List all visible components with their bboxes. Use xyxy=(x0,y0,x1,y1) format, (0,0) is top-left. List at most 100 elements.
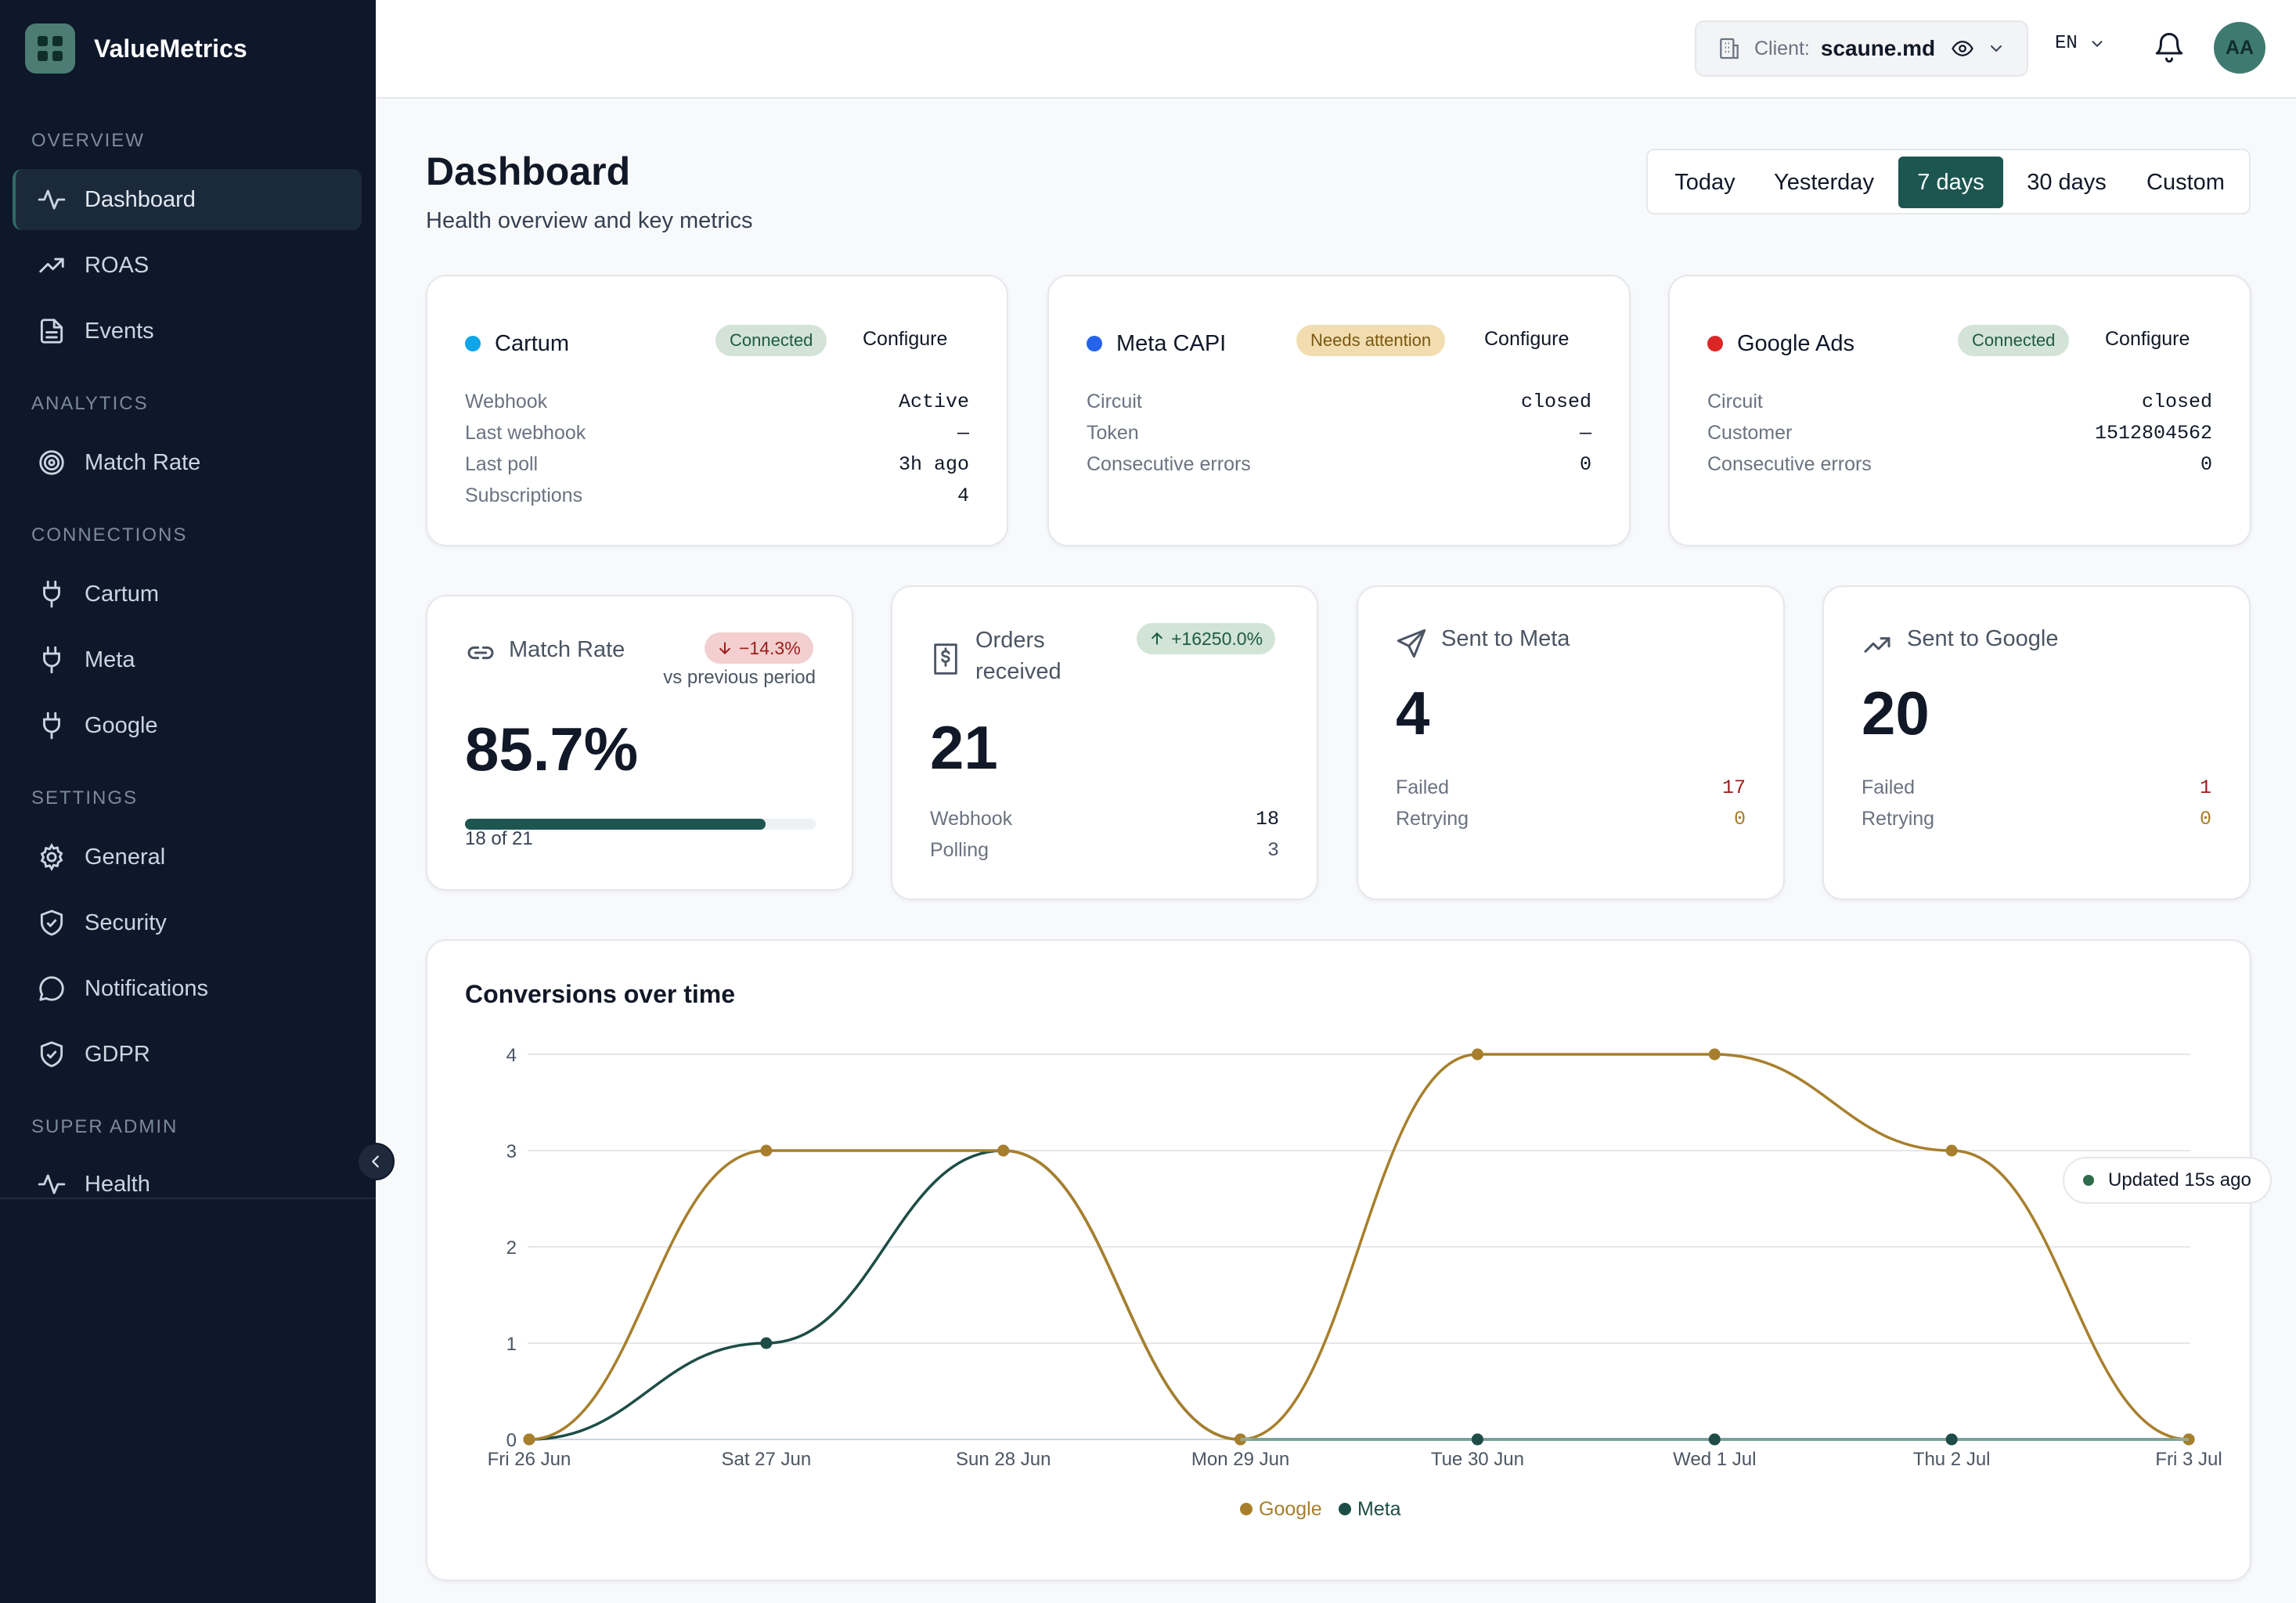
sidebar-item-label: ROAS xyxy=(85,252,150,278)
trending-up-icon xyxy=(36,250,67,281)
kv-row: Circuit closed xyxy=(1087,389,1591,414)
connection-header: Meta CAPI xyxy=(1087,326,1591,361)
kv-row: Webhook 18 xyxy=(930,806,1279,831)
kv-value: 4 xyxy=(957,484,969,507)
nav-section-overview: OVERVIEW xyxy=(31,130,145,151)
range-custom-button[interactable]: Custom xyxy=(2146,169,2225,195)
delta-badge: −14.3% xyxy=(705,632,813,664)
sidebar-item-health[interactable]: Health xyxy=(13,1155,362,1213)
data-point-google xyxy=(1945,1144,1958,1157)
metric-label: Sent to Meta xyxy=(1441,626,1570,651)
data-point-meta xyxy=(1708,1433,1721,1446)
client-selector[interactable]: Client: scaune.md xyxy=(1695,20,2028,77)
sidebar-item-general[interactable]: General xyxy=(13,827,362,888)
kv-row: Retrying 0 xyxy=(1862,806,2211,831)
legend-label: Meta xyxy=(1357,1498,1401,1520)
brand[interactable]: ValueMetrics xyxy=(25,23,247,74)
range-7-days-button[interactable]: 7 days xyxy=(1898,157,2003,208)
trending-up-icon xyxy=(1864,637,1891,653)
shield-icon xyxy=(36,1039,67,1070)
metric-card-match-rate: Match Rate −14.3% vs previous period 85.… xyxy=(426,595,853,891)
chevron-down-icon xyxy=(2092,40,2103,47)
activity-icon xyxy=(36,1169,67,1200)
range-yesterday-button[interactable]: Yesterday xyxy=(1774,169,1874,195)
sidebar-item-roas[interactable]: ROAS xyxy=(13,235,362,296)
kv-key: Last poll xyxy=(465,452,539,475)
connection-name: Cartum xyxy=(495,330,570,356)
kv-key: Retrying xyxy=(1396,807,1469,830)
sidebar-item-dashboard[interactable]: Dashboard xyxy=(13,169,362,230)
sidebar-item-security[interactable]: Security xyxy=(13,892,362,953)
range-30-days-button[interactable]: 30 days xyxy=(2027,169,2107,195)
kv-row: Failed 17 xyxy=(1396,775,1746,800)
progress-fill xyxy=(465,819,766,830)
nav-section-super-admin: SUPER ADMIN xyxy=(31,1116,178,1137)
kv-value: — xyxy=(957,421,969,445)
collapse-sidebar-button[interactable] xyxy=(357,1143,395,1180)
range-today-button[interactable]: Today xyxy=(1674,169,1736,195)
conversions-chart: 0 1 2 3 4 Fri 26 Jun Sat 27 Jun Sun 28 Jun Mon 2… xyxy=(488,1045,2222,1520)
plug-icon xyxy=(36,710,67,741)
receipt-icon xyxy=(934,643,957,675)
connection-card-meta: Meta CAPI Needs attention Configure Circ… xyxy=(1047,275,1631,546)
building-icon xyxy=(1720,38,1739,59)
kv-key: Last webhook xyxy=(465,421,586,444)
status-badge: Connected xyxy=(715,325,827,356)
sidebar-item-notifications[interactable]: Notifications xyxy=(13,958,362,1019)
kv-row: Webhook Active xyxy=(465,389,969,414)
eye-icon[interactable] xyxy=(1951,37,1974,60)
nav-section-settings: SETTINGS xyxy=(31,787,139,809)
activity-icon xyxy=(36,184,67,215)
sidebar-item-match-rate[interactable]: Match Rate xyxy=(13,432,362,493)
kv-key: Webhook xyxy=(930,807,1013,830)
notifications-button[interactable] xyxy=(2153,31,2186,68)
metric-value: 20 xyxy=(1862,679,1930,747)
kv-key: Circuit xyxy=(1707,390,1763,412)
sidebar-item-cartum[interactable]: Cartum xyxy=(13,564,362,625)
kv-key: Consecutive errors xyxy=(1707,452,1872,475)
gear-icon xyxy=(36,841,67,873)
chat-bubble-icon xyxy=(36,973,67,1004)
configure-button[interactable]: Configure xyxy=(2105,328,2190,350)
sidebar-item-label: Cartum xyxy=(85,581,160,607)
metric-card-sent-to-google: Sent to Google 20 Failed 1 Retrying 0 xyxy=(1822,585,2251,900)
kv-value: Active xyxy=(898,390,969,413)
kv-key: Subscriptions xyxy=(465,484,583,506)
kv-value: closed xyxy=(2141,390,2212,413)
configure-button[interactable]: Configure xyxy=(1484,328,1570,350)
data-point-meta xyxy=(1471,1433,1483,1446)
kv-key: Webhook xyxy=(465,390,548,412)
client-label: Client: xyxy=(1754,37,1810,59)
sidebar-item-events[interactable]: Events xyxy=(13,301,362,362)
x-tick-label: Fri 26 Jun xyxy=(488,1449,571,1470)
language-selector[interactable]: EN xyxy=(2055,33,2106,54)
sidebar-divider xyxy=(0,1198,376,1199)
metric-value: 4 xyxy=(1396,679,1430,747)
kv-value: 1 xyxy=(2199,776,2211,799)
metric-value: 85.7% xyxy=(465,715,639,783)
metric-value: 21 xyxy=(930,713,998,782)
client-value: scaune.md xyxy=(1820,36,1936,60)
avatar[interactable]: AA xyxy=(2214,22,2265,74)
chevron-left-icon xyxy=(372,1155,379,1168)
data-point-meta xyxy=(760,1337,773,1349)
sidebar-item-google[interactable]: Google xyxy=(13,695,362,756)
kv-value: 0 xyxy=(1579,452,1591,476)
sidebar-item-meta[interactable]: Meta xyxy=(13,629,362,690)
legend-swatch xyxy=(1240,1503,1253,1515)
kv-value: 0 xyxy=(2199,807,2211,830)
y-tick-label: 0 xyxy=(506,1430,517,1451)
progress-text: 18 of 21 xyxy=(465,828,533,849)
send-icon xyxy=(1397,629,1426,658)
kv-value: 0 xyxy=(1733,807,1746,830)
sidebar-item-gdpr[interactable]: GDPR xyxy=(13,1024,362,1085)
series-line-google xyxy=(528,1053,2190,1441)
kv-value: 3 xyxy=(1267,838,1279,862)
live-status-dot xyxy=(2083,1175,2094,1186)
date-range-selector: Today Yesterday 7 days 30 days Custom xyxy=(1646,149,2251,214)
sidebar: ValueMetrics OVERVIEW Dashboard ROAS Eve… xyxy=(0,0,376,1603)
kv-row: Last webhook — xyxy=(465,420,969,445)
configure-button[interactable]: Configure xyxy=(863,328,948,350)
delta-value: +16250.0% xyxy=(1171,628,1263,649)
plug-icon xyxy=(36,578,67,610)
